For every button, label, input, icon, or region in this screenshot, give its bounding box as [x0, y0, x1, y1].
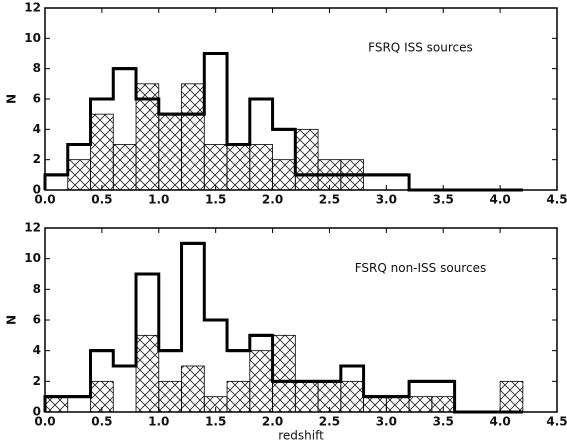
- y-tick-label: 12: [24, 221, 41, 235]
- hatched-bar: [340, 380, 364, 413]
- y-tick-label: 8: [33, 61, 41, 75]
- x-tick-label: 0.5: [91, 193, 112, 207]
- hatched-bar: [67, 159, 91, 191]
- hatched-bar: [249, 350, 273, 413]
- hatched-bar: [158, 113, 182, 191]
- x-axis-label: redshift: [278, 429, 324, 443]
- hatched-bar: [181, 365, 205, 413]
- x-tick-label: 1.0: [148, 193, 169, 207]
- y-tick-label: 6: [33, 313, 41, 327]
- y-tick-label: 2: [33, 374, 41, 388]
- hatched-bar: [272, 159, 296, 191]
- hatched-bar: [272, 334, 296, 413]
- x-tick-label: 0.0: [34, 193, 55, 207]
- x-tick-label: 0.0: [34, 415, 55, 429]
- x-tick-label: 0.5: [91, 415, 112, 429]
- x-tick-label: 4.0: [489, 415, 510, 429]
- x-tick-label: 3.5: [433, 193, 454, 207]
- x-tick-label: 1.5: [205, 193, 226, 207]
- annotation: FSRQ ISS sources: [368, 41, 473, 55]
- hatched-bar: [249, 144, 273, 191]
- hatched-bar: [408, 396, 433, 413]
- hatched-bar: [226, 144, 251, 191]
- hatched-bar: [44, 396, 69, 413]
- y-tick-label: 2: [33, 152, 41, 166]
- y-tick-label: 0: [33, 405, 41, 419]
- x-tick-label: 3.5: [433, 415, 454, 429]
- annotation: FSRQ non-ISS sources: [355, 261, 486, 275]
- hatched-bar: [363, 396, 387, 413]
- hatched-bar: [90, 113, 114, 191]
- hatched-bar: [385, 396, 410, 413]
- y-tick-label: 4: [33, 343, 41, 357]
- x-tick-label: 2.5: [319, 415, 340, 429]
- y-tick-label: 12: [24, 1, 41, 15]
- x-tick-label: 2.0: [262, 193, 283, 207]
- x-tick-label: 2.0: [262, 415, 283, 429]
- x-tick-label: 4.5: [546, 415, 567, 429]
- y-tick-label: 10: [24, 251, 41, 265]
- y-tick-label: 10: [24, 31, 41, 45]
- y-tick-label: 4: [33, 122, 41, 136]
- x-tick-label: 2.5: [319, 193, 340, 207]
- hatched-bar: [294, 128, 319, 191]
- x-tick-label: 1.0: [148, 415, 169, 429]
- hatched-bar: [499, 380, 524, 413]
- x-tick-label: 1.5: [205, 415, 226, 429]
- hatched-bar: [158, 380, 182, 413]
- x-tick-label: 4.0: [489, 193, 510, 207]
- y-tick-label: 8: [33, 282, 41, 296]
- x-tick-label: 3.0: [376, 193, 397, 207]
- hatched-bar: [294, 380, 319, 413]
- y-tick-label: 6: [33, 92, 41, 106]
- hatched-bar: [181, 83, 205, 191]
- hatched-bar: [226, 380, 251, 413]
- y-axis-label: N: [5, 94, 19, 104]
- hatched-bar: [112, 144, 137, 191]
- hatched-bar: [135, 334, 160, 413]
- hatched-bar: [203, 144, 228, 191]
- x-tick-label: 3.0: [376, 415, 397, 429]
- y-axis-label: N: [5, 315, 19, 325]
- y-tick-label: 0: [33, 183, 41, 197]
- x-tick-label: 4.5: [546, 193, 567, 207]
